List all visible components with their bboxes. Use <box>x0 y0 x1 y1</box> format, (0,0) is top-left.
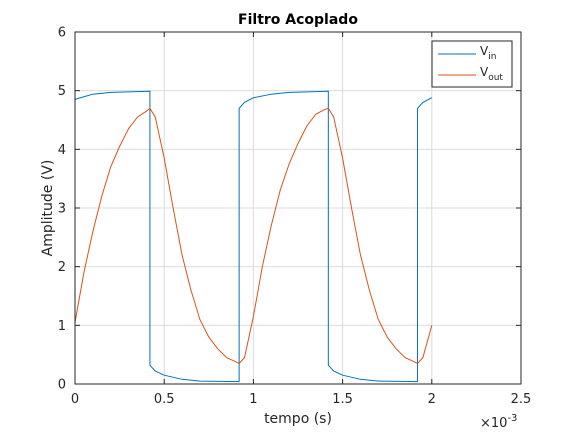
legend-box <box>431 40 513 88</box>
tick-labels: 0 0.5 1 1.5 2 2.5 0 1 2 3 4 5 6 <box>58 26 532 408</box>
y-axis-label: Amplitude (V) <box>40 160 56 257</box>
x-tick-label: 2.5 <box>511 392 532 407</box>
ticks <box>74 31 522 385</box>
legend: Vin Vout <box>431 40 513 88</box>
y-tick-label: 4 <box>58 143 66 158</box>
x-axis-label: tempo (s) <box>264 411 332 427</box>
y-tick-label: 5 <box>58 84 66 99</box>
y-tick-label: 3 <box>58 202 66 217</box>
legend-entry-vout: Vout <box>480 65 503 83</box>
x-axis-exponent-power: -3 <box>507 413 517 424</box>
series-layer <box>74 90 433 383</box>
y-tick-label: 0 <box>58 378 66 393</box>
chart-title: Filtro Acoplado <box>238 12 358 28</box>
y-tick-label: 1 <box>58 319 66 334</box>
y-tick-label: 6 <box>58 26 66 41</box>
x-tick-label: 1.5 <box>332 392 353 407</box>
x-tick-label: 0.5 <box>154 392 175 407</box>
series-line-vin <box>74 90 433 383</box>
x-axis-exponent: ×10-3 <box>480 413 517 431</box>
x-tick-label: 0 <box>71 392 79 407</box>
series-line-vout <box>74 107 433 365</box>
x-tick-label: 1 <box>249 392 257 407</box>
y-tick-label: 2 <box>58 260 66 275</box>
x-tick-label: 2 <box>428 392 436 407</box>
x-axis-exponent-base: ×10 <box>480 416 507 431</box>
legend-entry-vin: Vin <box>480 44 496 62</box>
